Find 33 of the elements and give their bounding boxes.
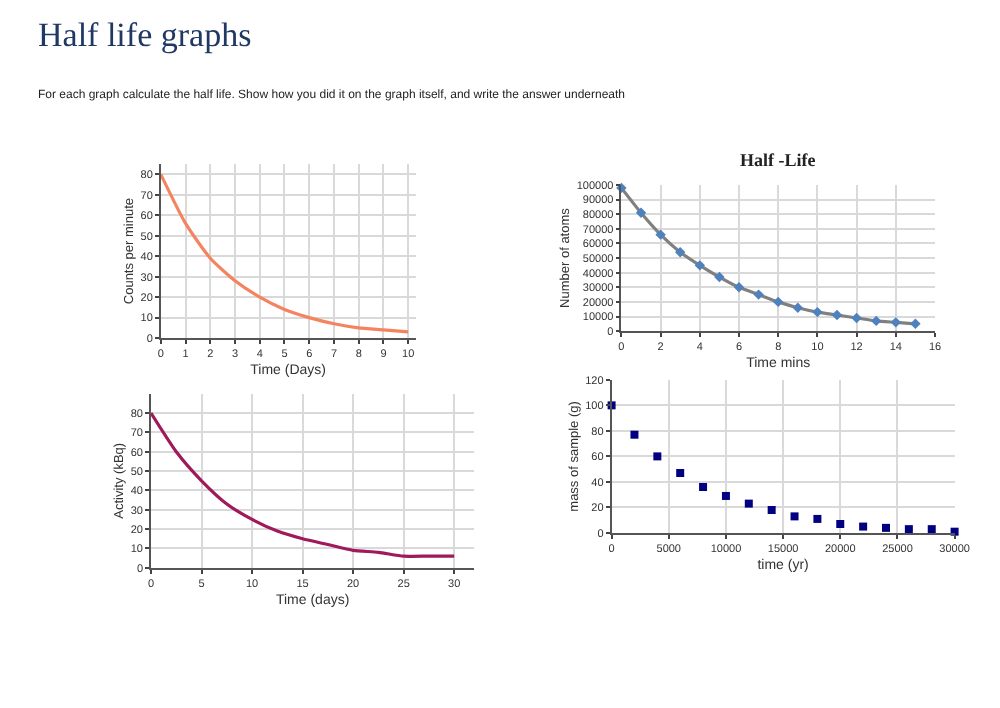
point xyxy=(733,282,745,293)
point xyxy=(851,312,862,324)
point xyxy=(812,306,823,318)
point xyxy=(792,302,803,313)
point xyxy=(904,525,913,534)
point xyxy=(790,512,799,521)
point xyxy=(859,522,868,531)
point xyxy=(813,514,822,523)
point xyxy=(910,318,921,330)
point xyxy=(831,309,843,321)
chart-title: Half -Life xyxy=(740,150,816,170)
point xyxy=(773,296,784,308)
line-series xyxy=(160,172,410,334)
point xyxy=(890,317,901,328)
point xyxy=(721,491,730,500)
point xyxy=(927,525,936,534)
point xyxy=(744,499,753,508)
point xyxy=(676,468,685,477)
line-series xyxy=(151,411,456,558)
point xyxy=(694,260,705,271)
point xyxy=(714,271,725,283)
text: Half life graphs xyxy=(38,16,252,54)
point xyxy=(871,315,882,327)
point xyxy=(630,430,639,439)
point xyxy=(753,289,764,300)
point xyxy=(675,247,686,258)
point xyxy=(655,229,666,240)
point xyxy=(653,452,662,461)
point xyxy=(767,506,776,514)
point xyxy=(882,523,890,532)
point xyxy=(699,483,708,492)
point xyxy=(635,207,647,218)
point xyxy=(836,520,845,529)
